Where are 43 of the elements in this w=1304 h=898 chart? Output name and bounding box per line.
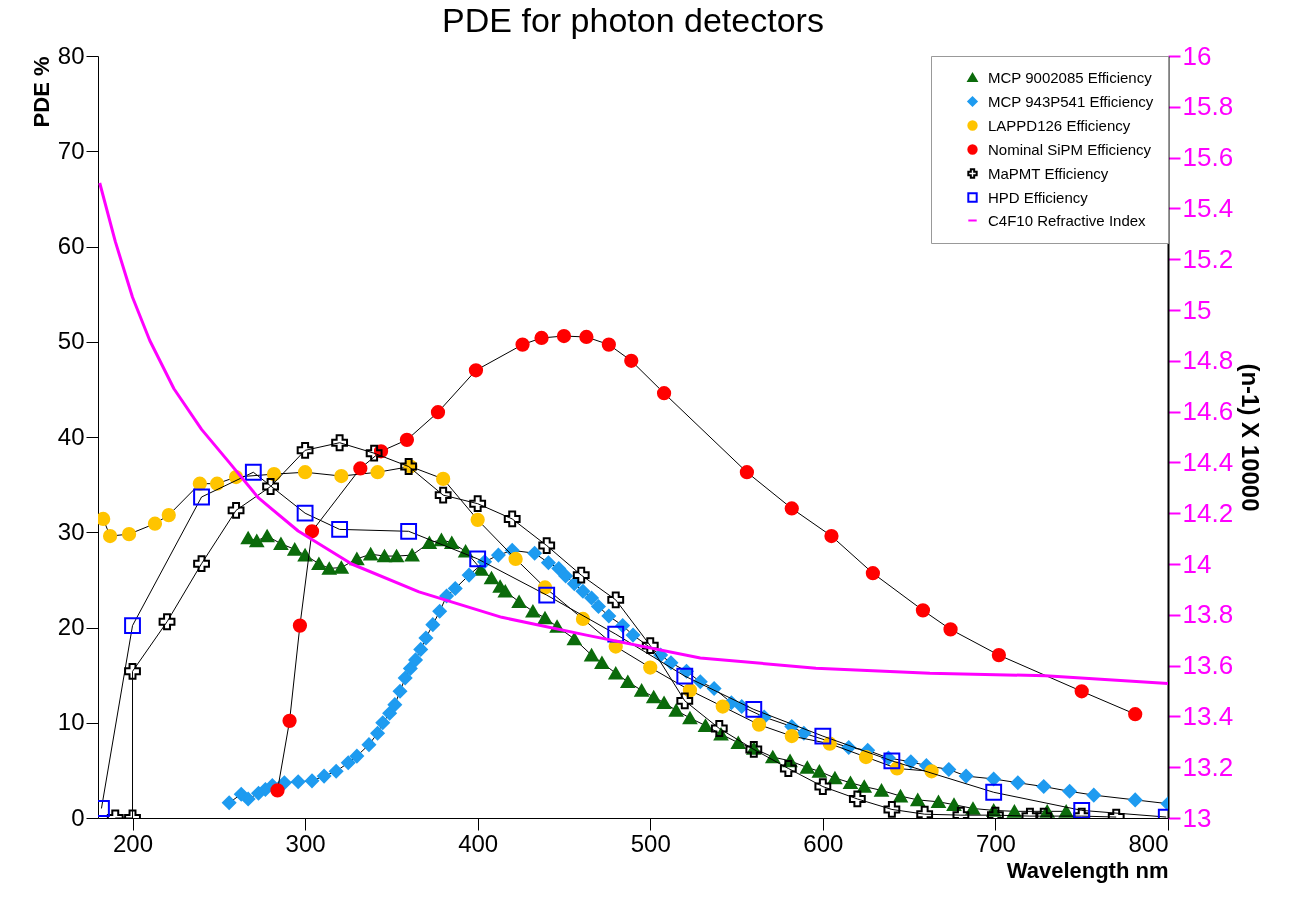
y-tick-label: 80: [57, 41, 85, 69]
y2-tick-label: 16: [1182, 40, 1212, 71]
y2-tick-label: 13.4: [1182, 700, 1234, 731]
y-tick-label: 10: [57, 708, 85, 736]
y2-tick-label: 13: [1182, 802, 1212, 833]
chart-title: PDE for photon detectors: [442, 1, 824, 39]
x-tick-label: 200: [112, 829, 154, 857]
y-axis-title: PDE %: [28, 56, 54, 128]
y2-tick-label: 15.2: [1182, 243, 1234, 274]
y2-tick-label: 15.6: [1182, 142, 1234, 173]
x-tick-label: 800: [1128, 829, 1169, 857]
y2-axis-title: (n-1) X 10000: [1237, 363, 1265, 512]
y2-tick-label: 15.4: [1182, 192, 1234, 223]
x-tick-label: 500: [630, 829, 671, 857]
legend-label: Nominal SiPM Efficiency: [988, 140, 1152, 158]
y-tick-label: 0: [71, 803, 85, 831]
y-tick-label: 20: [57, 613, 85, 640]
y-tick-label: 40: [57, 422, 85, 450]
y2-tick-label: 14: [1182, 548, 1212, 579]
legend-label: HPD Efficiency: [988, 188, 1089, 206]
y-tick-label: 60: [57, 232, 85, 259]
y2-tick-label: 13.8: [1182, 599, 1234, 630]
y2-tick-label: 14.6: [1182, 396, 1234, 427]
legend-label: MaPMT Efficiency: [988, 164, 1109, 182]
y2-tick-label: 14.4: [1182, 446, 1234, 477]
y2-tick-label: 13.2: [1182, 751, 1234, 782]
y2-tick-label: 14.2: [1182, 497, 1234, 528]
x-tick-label: 600: [803, 829, 844, 857]
y2-tick-label: 15: [1182, 294, 1212, 325]
x-tick-label: 400: [458, 829, 499, 857]
legend-label: MCP 943P541 Efficiency: [988, 92, 1154, 110]
y-tick-label: 30: [57, 517, 85, 545]
x-axis-title: Wavelength nm: [1006, 857, 1169, 883]
y2-tick-label: 13.6: [1182, 650, 1234, 681]
y-tick-label: 50: [57, 327, 85, 355]
x-tick-label: 700: [975, 829, 1016, 857]
x-tick-label: 300: [285, 829, 326, 857]
legend-label: MCP 9002085 Efficiency: [988, 68, 1153, 86]
y2-tick-label: 15.8: [1182, 91, 1234, 122]
y2-tick-label: 14.8: [1182, 345, 1234, 376]
legend-label: LAPPD126 Efficiency: [988, 116, 1131, 134]
y-tick-label: 70: [57, 136, 85, 164]
legend-label: C4F10 Refractive Index: [988, 211, 1147, 229]
